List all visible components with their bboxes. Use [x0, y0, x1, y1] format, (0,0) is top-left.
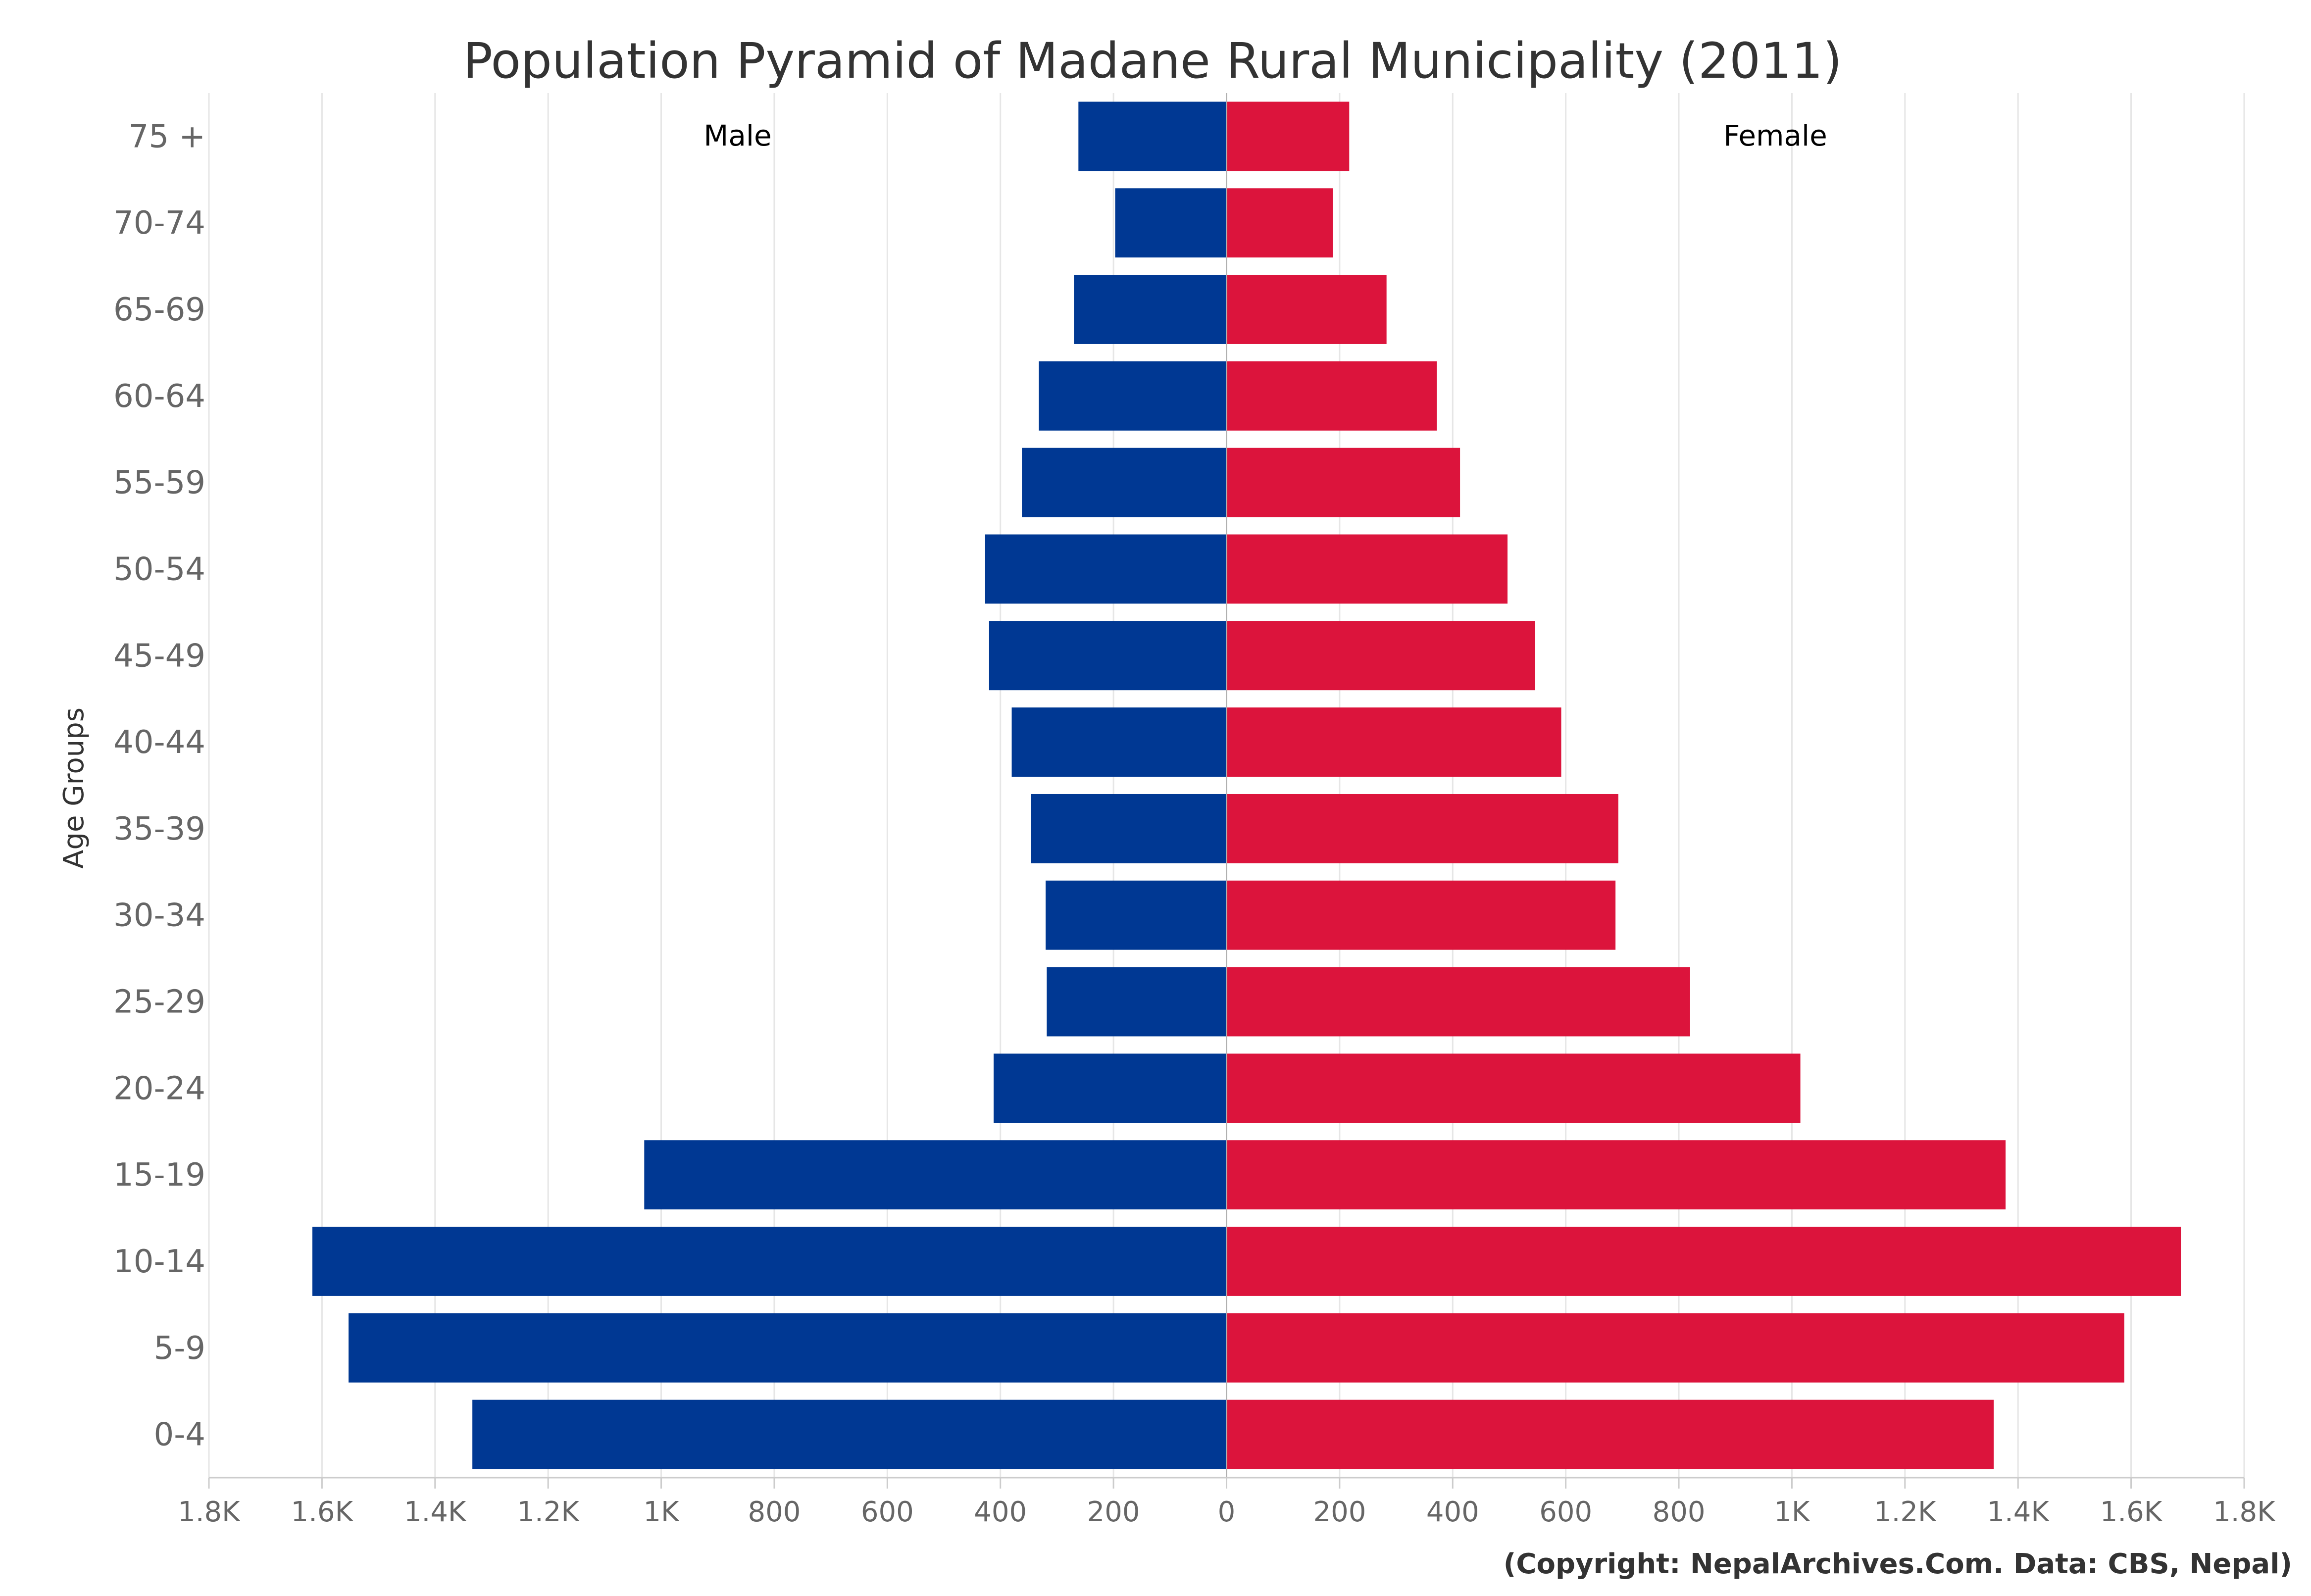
male-bar[interactable]: [644, 1140, 1227, 1210]
male-bar[interactable]: [349, 1313, 1227, 1383]
female-bar[interactable]: [1226, 1313, 2124, 1383]
y-tick-label: 5-9: [153, 1330, 205, 1367]
x-tick-label: 1K: [1774, 1496, 1810, 1528]
y-tick-label: 35-39: [113, 811, 205, 848]
female-bar[interactable]: [1226, 1053, 1801, 1123]
y-tick-label: 65-69: [113, 292, 205, 328]
x-tick-label: 1.4K: [1987, 1496, 2050, 1528]
female-bar[interactable]: [1226, 794, 1618, 863]
male-bar[interactable]: [989, 621, 1227, 691]
male-bar[interactable]: [985, 534, 1227, 604]
male-bar[interactable]: [1022, 448, 1227, 517]
series-label-female: Female: [1723, 119, 1827, 152]
male-bar[interactable]: [1074, 275, 1227, 344]
chart-title: Population Pyramid of Madane Rural Munic…: [463, 33, 1842, 90]
x-tick-label: 200: [1313, 1496, 1366, 1528]
x-axis-tick-labels: 1.8K 1.6K 1.4K 1.2K 1K 800 600 400 200 0 200 400 600…: [178, 1478, 2276, 1528]
male-bar[interactable]: [1046, 880, 1227, 950]
male-bar[interactable]: [1031, 794, 1227, 863]
female-bar[interactable]: [1226, 534, 1508, 604]
female-bar[interactable]: [1226, 1399, 1994, 1469]
x-tick-label: 800: [1653, 1496, 1706, 1528]
series-label-male: Male: [703, 119, 771, 152]
x-tick-label: 800: [748, 1496, 801, 1528]
y-tick-label: 15-19: [113, 1157, 205, 1194]
male-bar[interactable]: [1078, 101, 1227, 171]
y-tick-label: 30-34: [113, 898, 205, 934]
y-tick-label: 25-29: [113, 984, 205, 1021]
y-tick-label: 50-54: [113, 551, 205, 588]
x-tick-label: 1.4K: [404, 1496, 467, 1528]
female-bar[interactable]: [1226, 188, 1333, 258]
y-tick-label: 45-49: [113, 638, 205, 674]
x-tick-label: 400: [1426, 1496, 1479, 1528]
y-tick-label: 55-59: [113, 465, 205, 501]
y-tick-label: 40-44: [113, 724, 205, 761]
x-tick-label: 600: [861, 1496, 914, 1528]
male-bar[interactable]: [1047, 967, 1227, 1037]
female-bar[interactable]: [1226, 621, 1536, 691]
y-tick-label: 60-64: [113, 378, 205, 415]
x-tick-label: 1.2K: [517, 1496, 580, 1528]
female-bar[interactable]: [1226, 101, 1350, 171]
x-tick-label: 1.2K: [1874, 1496, 1937, 1528]
female-bar[interactable]: [1226, 880, 1616, 950]
male-bar[interactable]: [472, 1399, 1227, 1469]
male-bar[interactable]: [1039, 361, 1227, 431]
female-bar[interactable]: [1226, 967, 1690, 1037]
chart-credit: (Copyright: NepalArchives.Com. Data: CBS…: [1504, 1548, 2292, 1580]
female-bar[interactable]: [1226, 361, 1437, 431]
female-bar[interactable]: [1226, 275, 1387, 344]
y-axis-title: Age Groups: [58, 707, 90, 869]
x-tick-label: 1.6K: [291, 1496, 353, 1528]
male-bar[interactable]: [1011, 707, 1227, 777]
bars: [312, 93, 2181, 1478]
x-tick-label: 1.8K: [2213, 1496, 2276, 1528]
x-tick-label: 1K: [643, 1496, 680, 1528]
x-tick-label: 0: [1218, 1496, 1236, 1528]
y-tick-label: 0-4: [153, 1417, 205, 1453]
x-tick-label: 200: [1087, 1496, 1140, 1528]
y-axis-tick-labels: 75 + 70-74 65-69 60-64 55-59 50-54 45-49 40-44 3…: [113, 118, 205, 1453]
x-tick-label: 600: [1539, 1496, 1592, 1528]
y-tick-label: 75 +: [129, 118, 205, 155]
y-tick-label: 10-14: [113, 1244, 205, 1280]
female-bar[interactable]: [1226, 1227, 2181, 1296]
male-bar[interactable]: [1115, 188, 1227, 258]
x-tick-label: 400: [974, 1496, 1027, 1528]
y-tick-label: 20-24: [113, 1070, 205, 1107]
x-tick-label: 1.6K: [2100, 1496, 2163, 1528]
male-bar[interactable]: [994, 1053, 1227, 1123]
female-bar[interactable]: [1226, 1140, 2006, 1210]
x-tick-label: 1.8K: [178, 1496, 241, 1528]
female-bar[interactable]: [1226, 707, 1561, 777]
male-bar[interactable]: [312, 1227, 1227, 1296]
female-bar[interactable]: [1226, 448, 1460, 517]
y-tick-label: 70-74: [113, 205, 205, 242]
